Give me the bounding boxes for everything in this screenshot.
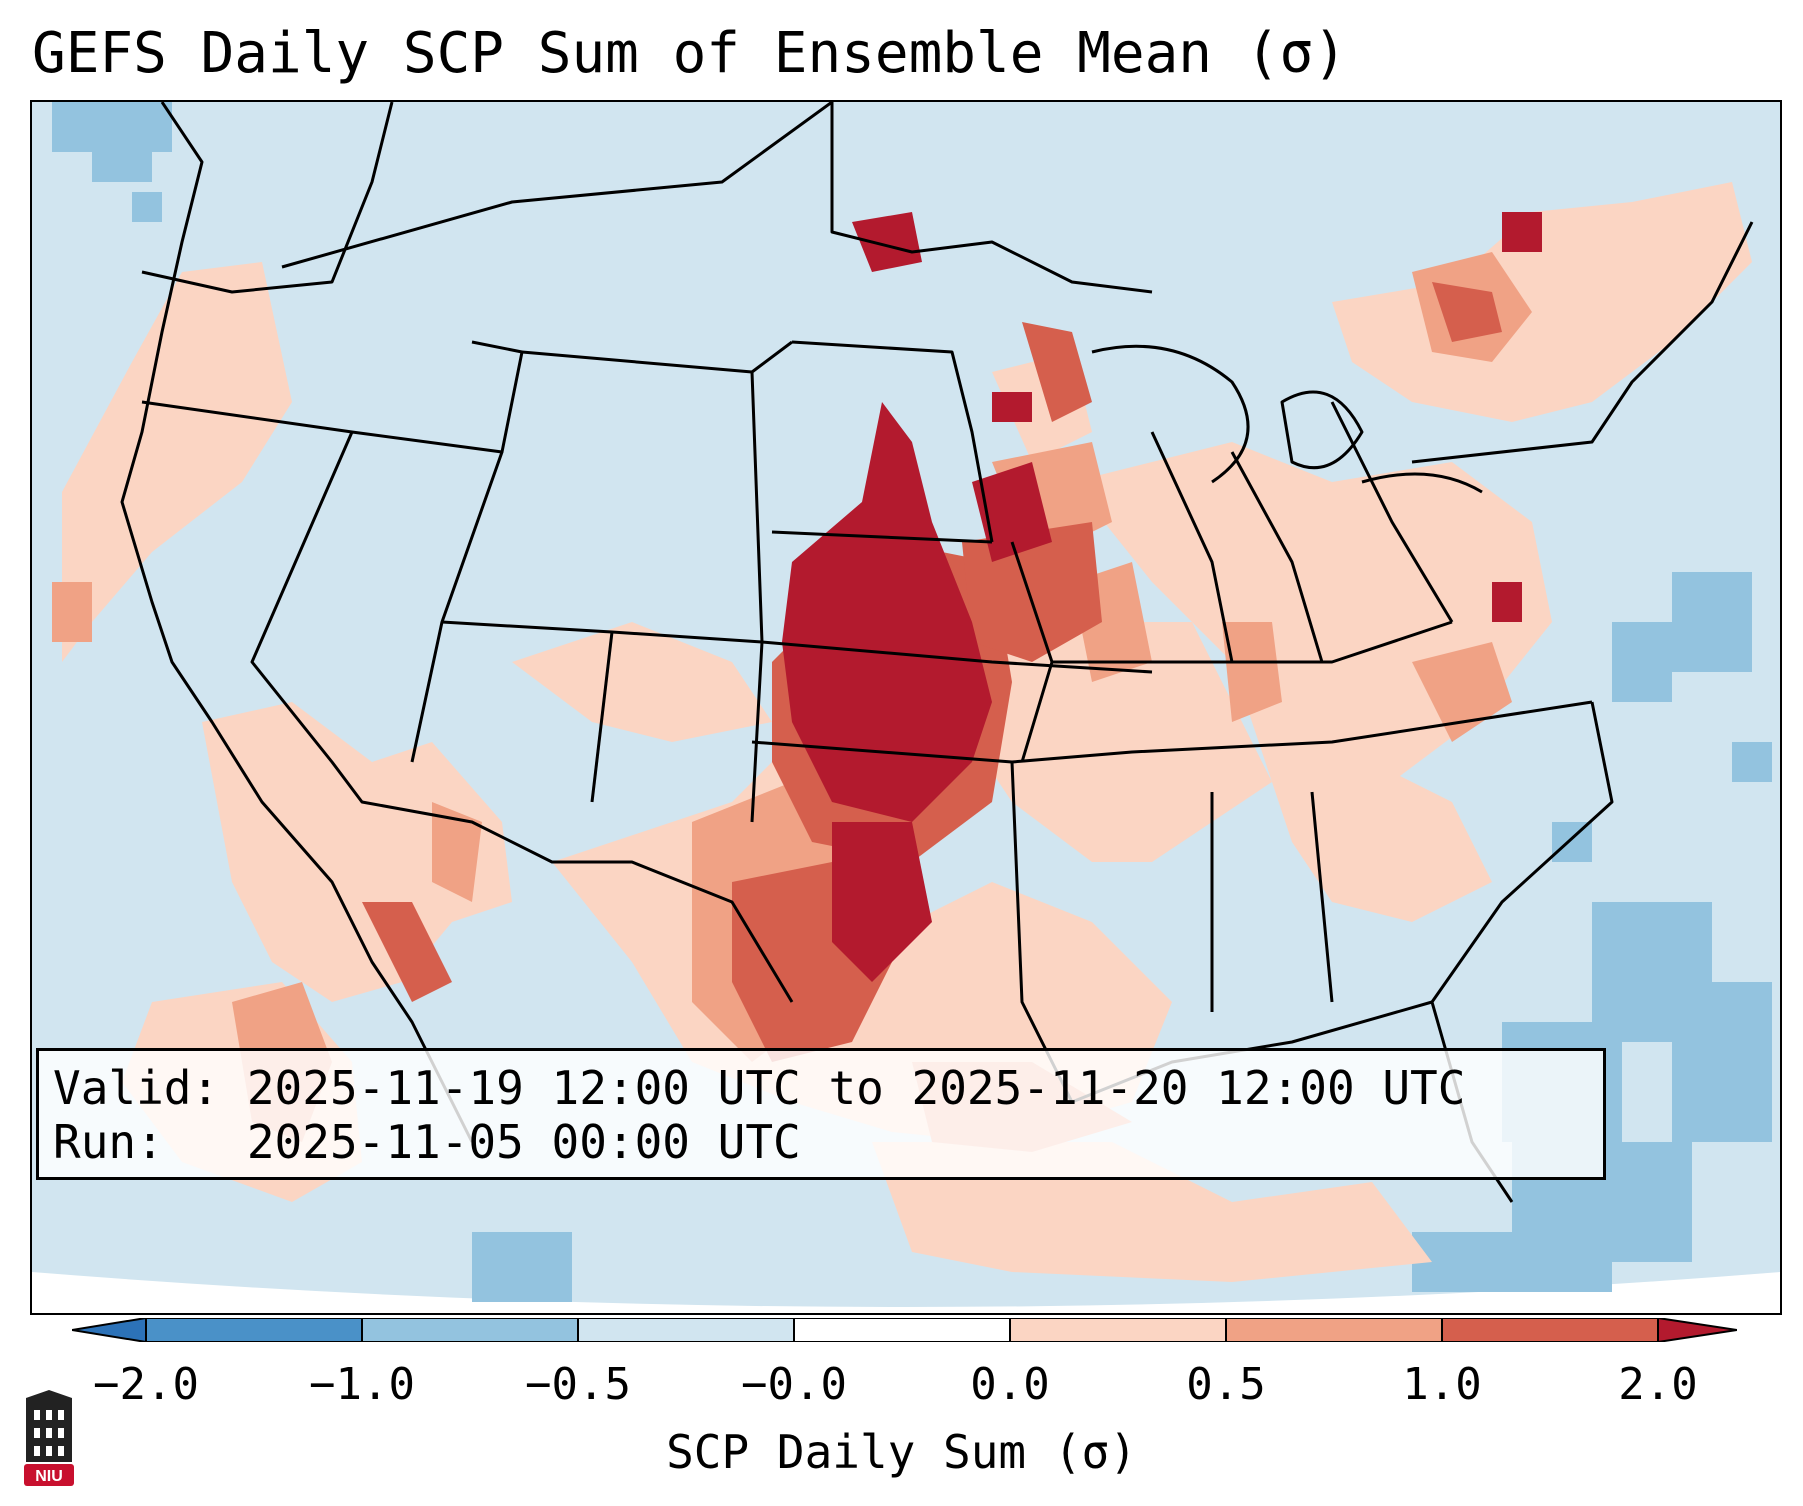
alabama-line	[1310, 791, 1334, 1003]
ok-tx-line	[751, 700, 1593, 764]
colorbar-tick: 0.0	[970, 1359, 1050, 1410]
great-lakes	[1091, 344, 1250, 484]
extreme-positive-cells	[782, 212, 1542, 982]
canada-border-central	[830, 102, 1153, 294]
colorbar-segment	[578, 1318, 794, 1342]
colorbar-tick: −0.5	[525, 1359, 631, 1410]
ks-ok-line	[761, 640, 1153, 674]
illinois-line	[1150, 431, 1234, 663]
colorbar-tick: −1.0	[309, 1359, 415, 1410]
nm-line	[590, 631, 614, 803]
ohio-line	[1330, 401, 1454, 623]
colorbar-tick: −0.0	[741, 1359, 847, 1410]
colorbar-segment	[794, 1318, 1010, 1342]
colorbar-tick: −2.0	[93, 1359, 199, 1410]
pacific-coastline	[120, 102, 474, 1143]
validity-info-box: Valid: 2025-11-19 12:00 UTC to 2025-11-2…	[36, 1048, 1606, 1180]
lake-erie	[1361, 472, 1483, 494]
run-time-text: Run: 2025-11-05 00:00 UTC	[53, 1115, 801, 1169]
northeast-line	[1411, 221, 1754, 464]
colorbar-segment	[1226, 1318, 1442, 1342]
colorbar-segment	[1442, 1318, 1658, 1342]
colorbar	[72, 1318, 1737, 1342]
colorbar-segment	[1010, 1318, 1226, 1342]
canada-border-west	[281, 102, 833, 269]
washington-oregon-border	[141, 102, 394, 294]
colorbar-tick: 2.0	[1618, 1359, 1698, 1410]
colorbar-tick: 1.0	[1402, 1359, 1482, 1410]
projection-edge	[32, 1272, 1780, 1313]
colorbar-extend-low	[72, 1318, 146, 1342]
colorbar-segment	[146, 1318, 362, 1342]
indiana-line	[1230, 451, 1324, 663]
tennessee-line	[1052, 620, 1453, 664]
southwest-border	[250, 431, 794, 1003]
colorbar-extend-high	[1658, 1318, 1737, 1342]
colorbar-segment	[362, 1318, 578, 1342]
svg-text:NIU: NIU	[35, 1468, 63, 1485]
niu-logo: NIU	[24, 1390, 74, 1486]
lake-michigan	[1280, 390, 1364, 470]
dakota-line	[791, 340, 994, 543]
colorbar-label: SCP Daily Sum (σ)	[666, 1425, 1137, 1479]
valid-time-text: Valid: 2025-11-19 12:00 UTC to 2025-11-2…	[53, 1061, 1466, 1115]
ne-ks-line	[771, 530, 993, 544]
colorbar-tick: 0.5	[1186, 1359, 1266, 1410]
chart-title: GEFS Daily SCP Sum of Ensemble Mean (σ)	[32, 21, 1347, 86]
